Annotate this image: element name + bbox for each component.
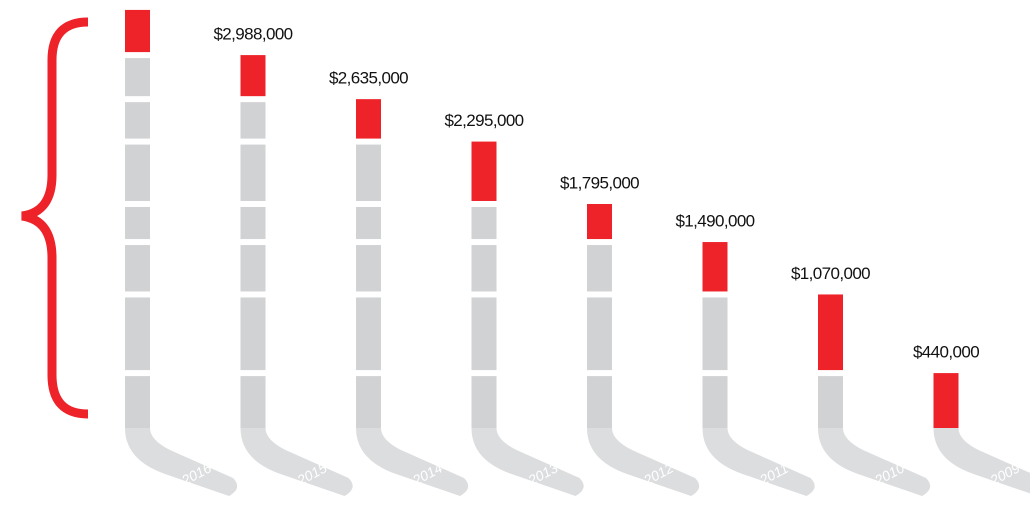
bar-segment-prior: [125, 297, 150, 370]
bar-segment-prior: [125, 376, 150, 428]
stick-blade: [818, 428, 930, 496]
stick-blade: [241, 428, 353, 496]
chart: 20162015$2,988,0002014$2,635,0002013$2,2…: [0, 0, 1030, 520]
stick-blade: [703, 428, 815, 496]
stick-blade: [587, 428, 699, 496]
bar-segment-prior: [587, 245, 612, 291]
bar-segment-prior: [703, 376, 728, 428]
bar-segment-prior: [125, 102, 150, 138]
value-label: $2,295,000: [444, 111, 523, 130]
bar-segment-prior: [818, 376, 843, 428]
bar-segment-prior: [472, 297, 497, 370]
bar-segment-prior: [587, 297, 612, 370]
bar-segment-prior: [472, 207, 497, 239]
bar-segment-prior: [125, 245, 150, 291]
brace: [22, 22, 88, 414]
bar-segment-prior: [356, 145, 381, 201]
bar-segment-prior: [587, 376, 612, 428]
value-label: $1,795,000: [560, 173, 639, 192]
bar-segment-prior: [356, 207, 381, 239]
bar-segment-current: [356, 99, 381, 138]
bar-segment-current: [934, 373, 959, 428]
value-label: $2,988,000: [213, 25, 292, 44]
stick-blade: [472, 428, 584, 496]
bar-segment-prior: [125, 145, 150, 201]
bar-segment-current: [125, 10, 150, 52]
bar-segment-prior: [125, 207, 150, 239]
bar-segment-prior: [703, 297, 728, 370]
bar-segment-prior: [241, 376, 266, 428]
bar-segment-current: [703, 242, 728, 291]
bar-segment-prior: [472, 376, 497, 428]
bar-segment-current: [241, 55, 266, 96]
bar-segment-current: [587, 204, 612, 239]
bar-segment-prior: [356, 376, 381, 428]
bar-segment-prior: [241, 207, 266, 239]
value-label: $440,000: [913, 343, 979, 362]
bar-segment-current: [472, 142, 497, 201]
bar-segment-prior: [241, 297, 266, 370]
value-label: $2,635,000: [329, 69, 408, 88]
bar-segment-prior: [241, 145, 266, 201]
bar-segment-prior: [125, 58, 150, 96]
value-label: $1,070,000: [791, 264, 870, 283]
bar-segment-current: [818, 294, 843, 370]
bar-segment-prior: [472, 245, 497, 291]
bar-segment-prior: [356, 245, 381, 291]
bar-segment-prior: [241, 245, 266, 291]
value-label: $1,490,000: [675, 212, 754, 231]
bar-segment-prior: [356, 297, 381, 370]
stick-blade: [356, 428, 468, 496]
stick-blade: [125, 428, 237, 496]
bar-segment-prior: [241, 102, 266, 138]
